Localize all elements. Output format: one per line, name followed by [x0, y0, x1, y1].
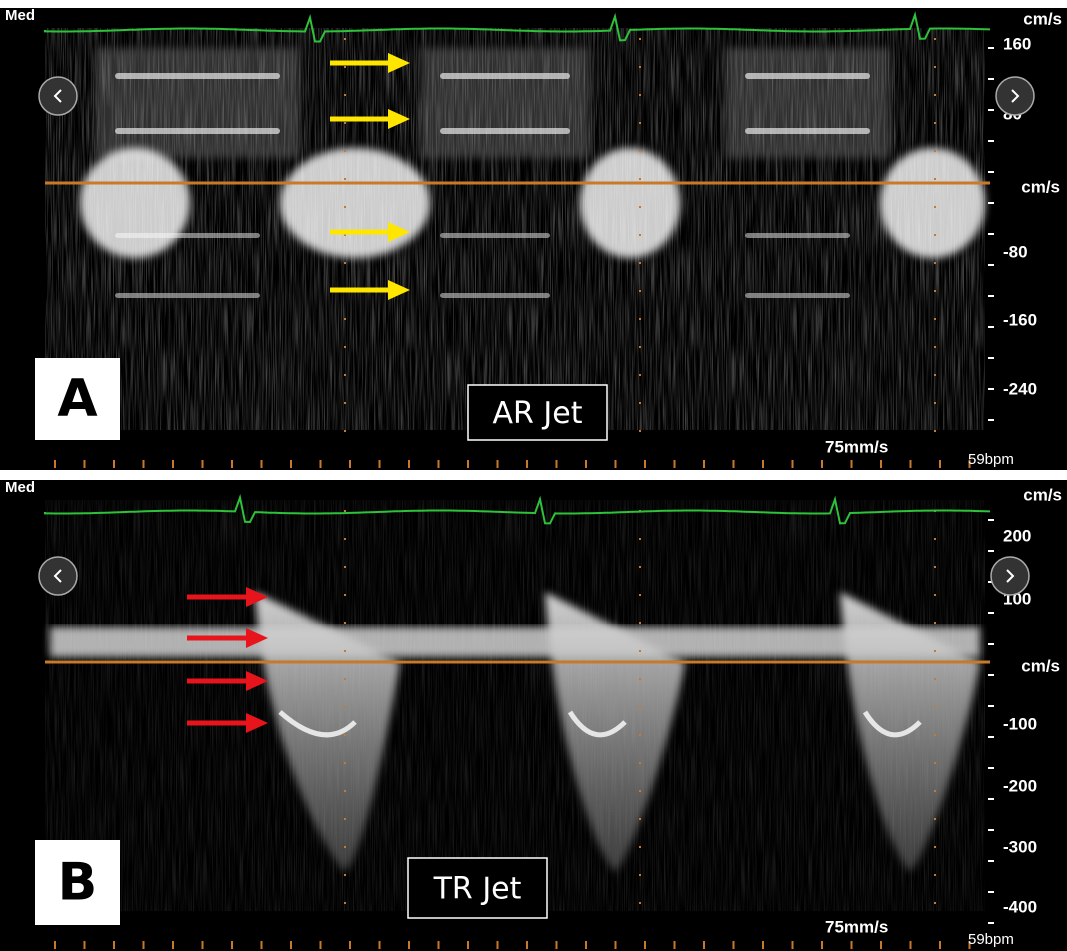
jet-label: TR Jet	[433, 872, 522, 907]
page: {"panels": [ {"letter": "A", "label": "A…	[0, 0, 1067, 951]
ar-line	[440, 73, 570, 79]
ar-line	[440, 128, 570, 134]
jet-label: AR Jet	[493, 396, 583, 431]
ar-line	[115, 293, 260, 298]
baseline-flow	[580, 148, 680, 258]
unit-mid: cm/s	[1021, 177, 1060, 196]
sweep-speed: 75mm/s	[825, 437, 888, 456]
ar-line	[115, 128, 280, 134]
nav-button[interactable]	[991, 557, 1029, 595]
nav-button[interactable]	[39, 557, 77, 595]
baseline-flow	[280, 148, 430, 258]
ar-line	[745, 293, 850, 298]
scale-label: -400	[1003, 897, 1037, 916]
mode-label: Med	[5, 479, 35, 496]
scale-label: -240	[1003, 379, 1037, 398]
nav-button-circle	[991, 557, 1029, 595]
systolic-band	[95, 48, 300, 158]
scale-label: -160	[1003, 310, 1037, 329]
unit-top: cm/s	[1023, 9, 1062, 28]
doppler-panel: Medcm/scm/s16080-80-160-24075mm/s59bpmAA…	[0, 7, 1067, 470]
baseline-flow	[50, 627, 980, 657]
baseline-flow	[880, 148, 985, 258]
nav-button[interactable]	[996, 77, 1034, 115]
panel-letter: A	[57, 369, 97, 429]
nav-button-circle	[39, 557, 77, 595]
ar-line	[115, 73, 280, 79]
unit-top: cm/s	[1023, 485, 1062, 504]
ar-line	[440, 233, 550, 238]
scale-label: -200	[1003, 776, 1037, 795]
scale-label: 200	[1003, 526, 1031, 545]
spectral-noise	[45, 500, 985, 911]
scale-label: -300	[1003, 837, 1037, 856]
panel-letter: B	[58, 853, 98, 913]
scale-label: 160	[1003, 34, 1031, 53]
ar-line	[745, 73, 870, 79]
ar-line	[745, 128, 870, 134]
heart-rate: 59bpm	[968, 451, 1014, 468]
nav-button[interactable]	[39, 77, 77, 115]
mode-label: Med	[5, 7, 35, 24]
ar-line	[440, 293, 550, 298]
systolic-band	[420, 48, 590, 158]
heart-rate: 59bpm	[968, 931, 1014, 948]
scale-label: -80	[1003, 242, 1028, 261]
systolic-band	[725, 48, 890, 158]
figure: Medcm/scm/s16080-80-160-24075mm/s59bpmAA…	[0, 0, 1067, 951]
sweep-speed: 75mm/s	[825, 917, 888, 936]
scale-label: -100	[1003, 714, 1037, 733]
baseline-flow	[80, 148, 190, 258]
nav-button-circle	[39, 77, 77, 115]
unit-mid: cm/s	[1021, 656, 1060, 675]
ar-line	[745, 233, 850, 238]
nav-button-circle	[996, 77, 1034, 115]
